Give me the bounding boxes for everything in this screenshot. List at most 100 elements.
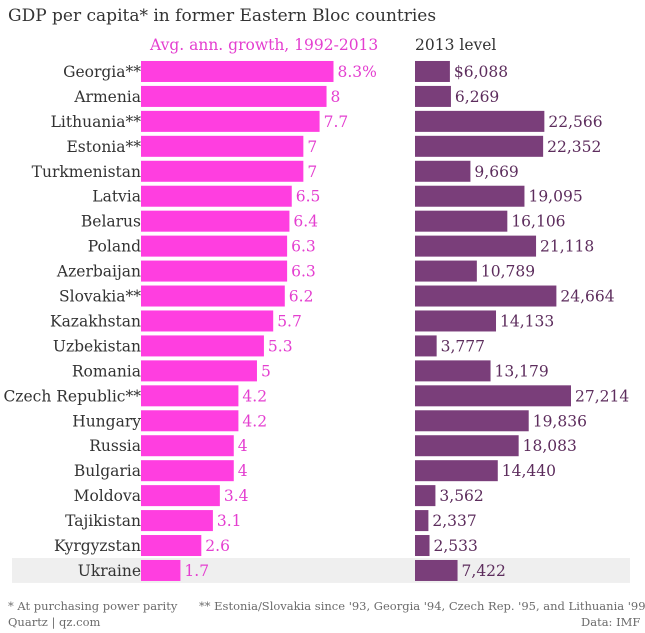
footnote-since: ** Estonia/Slovakia since '93, Georgia '… xyxy=(199,599,645,613)
chart-title: GDP per capita* in former Eastern Bloc c… xyxy=(8,6,437,26)
gdp-bar xyxy=(415,135,544,157)
growth-value-label: 8 xyxy=(331,88,341,106)
gdp-value-label: 14,440 xyxy=(502,462,556,480)
gdp-value-label: 10,789 xyxy=(481,263,535,281)
gdp-value-label: 19,095 xyxy=(528,188,582,206)
growth-bar xyxy=(141,210,290,232)
category-label: Turkmenistan xyxy=(32,163,141,181)
growth-bar xyxy=(141,485,220,507)
gdp-bar xyxy=(415,360,491,382)
category-label: Slovakia** xyxy=(59,288,141,306)
category-label: Armenia xyxy=(73,88,141,106)
gdp-bar xyxy=(415,435,519,457)
growth-value-label: 6.4 xyxy=(293,213,318,231)
highlight-row xyxy=(12,558,630,583)
growth-bar xyxy=(141,460,234,482)
growth-value-label: 6.2 xyxy=(289,288,314,306)
category-label: Azerbaijan xyxy=(56,263,141,281)
growth-bar xyxy=(141,335,264,357)
gdp-value-label: $6,088 xyxy=(454,63,508,81)
growth-bar xyxy=(141,260,288,282)
category-label: Georgia** xyxy=(63,63,141,81)
credit-text: Quartz | qz.com xyxy=(8,615,101,629)
gdp-bar xyxy=(415,110,545,132)
category-label: Moldova xyxy=(74,487,141,505)
gdp-bar xyxy=(415,485,436,507)
gdp-value-label: 22,566 xyxy=(548,113,602,131)
growth-bar xyxy=(141,410,239,432)
growth-value-label: 4 xyxy=(238,437,248,455)
growth-bar xyxy=(141,135,304,157)
growth-bar xyxy=(141,160,304,182)
gdp-value-label: 14,133 xyxy=(500,312,554,330)
growth-bar xyxy=(141,285,285,307)
gdp-bar xyxy=(415,460,498,482)
category-label: Czech Republic** xyxy=(3,387,141,405)
gdp-value-label: 22,352 xyxy=(547,138,601,156)
growth-bar xyxy=(141,360,257,382)
category-label: Romania xyxy=(72,362,141,380)
gdp-bar xyxy=(415,410,529,432)
growth-value-label: 5.3 xyxy=(268,337,293,355)
gdp-bar xyxy=(415,260,477,282)
growth-value-label: 4 xyxy=(238,462,248,480)
growth-value-label: 7 xyxy=(307,138,317,156)
gdp-bar xyxy=(415,535,430,557)
gdp-value-label: 16,106 xyxy=(511,213,565,231)
gdp-value-label: 9,669 xyxy=(474,163,518,181)
growth-bar xyxy=(141,535,202,557)
gdp-bar xyxy=(415,185,525,207)
gdp-value-label: 24,664 xyxy=(560,288,614,306)
category-label: Kyrgyzstan xyxy=(54,537,141,555)
gdp-value-label: 27,214 xyxy=(575,387,629,405)
growth-value-label: 5.7 xyxy=(277,312,302,330)
growth-value-label: 2.6 xyxy=(205,537,230,555)
growth-value-label: 8.3% xyxy=(338,63,377,81)
gdp-value-label: 19,836 xyxy=(533,412,587,430)
gdp-bar xyxy=(415,235,537,257)
growth-value-label: 6.5 xyxy=(296,188,321,206)
gdp-bar xyxy=(415,60,450,82)
gdp-value-label: 21,118 xyxy=(540,238,594,256)
gdp-bar xyxy=(415,85,451,107)
gdp-bar xyxy=(415,310,497,332)
category-label: Russia xyxy=(89,437,141,455)
gdp-value-label: 2,337 xyxy=(432,512,476,530)
gdp-bar xyxy=(415,335,437,357)
category-label: Kazakhstan xyxy=(50,312,141,330)
gdp-value-label: 2,533 xyxy=(434,537,478,555)
growth-bar xyxy=(141,235,288,257)
growth-bar xyxy=(141,559,181,581)
gdp-panel-title: 2013 level xyxy=(415,36,496,54)
gdp-value-label: 13,179 xyxy=(495,362,549,380)
growth-bar xyxy=(141,310,274,332)
footnote-ppp: * At purchasing power parity xyxy=(8,599,178,613)
gdp-value-label: 18,083 xyxy=(523,437,577,455)
gdp-bar xyxy=(415,160,471,182)
growth-value-label: 1.7 xyxy=(184,562,209,580)
category-label: Hungary xyxy=(72,412,141,430)
gdp-bar xyxy=(415,510,429,532)
source-text: Data: IMF xyxy=(581,615,641,629)
growth-bar xyxy=(141,85,327,107)
gdp-value-label: 3,777 xyxy=(441,337,485,355)
category-label: Belarus xyxy=(81,213,141,231)
category-label: Bulgaria xyxy=(74,462,141,480)
gdp-bar xyxy=(415,210,508,232)
growth-value-label: 5 xyxy=(261,362,271,380)
category-label: Tajikistan xyxy=(65,512,141,530)
category-label: Ukraine xyxy=(78,562,141,580)
gdp-bar xyxy=(415,385,571,407)
growth-bar xyxy=(141,60,334,82)
gdp-value-label: 6,269 xyxy=(455,88,499,106)
category-label: Uzbekistan xyxy=(53,337,141,355)
category-label: Lithuania** xyxy=(51,113,142,131)
category-label: Latvia xyxy=(92,188,141,206)
category-label: Estonia** xyxy=(66,138,141,156)
category-label: Poland xyxy=(88,238,141,256)
growth-panel-title: Avg. ann. growth, 1992-2013 xyxy=(149,36,378,54)
growth-value-label: 7 xyxy=(307,163,317,181)
growth-bar xyxy=(141,185,292,207)
growth-bar xyxy=(141,385,239,407)
